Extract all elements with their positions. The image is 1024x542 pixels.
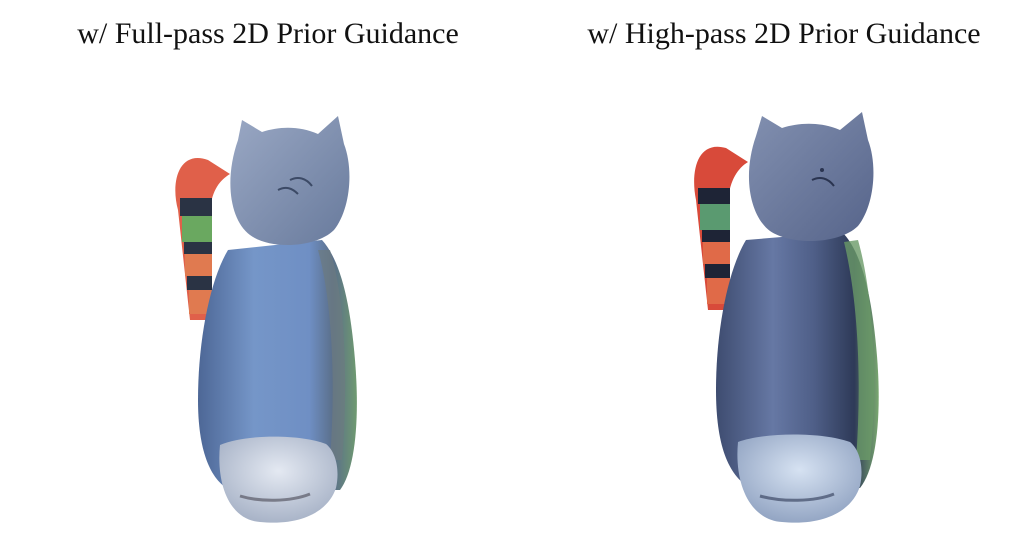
caption-high-pass: w/ High-pass 2D Prior Guidance	[587, 17, 981, 50]
panel-full-pass: w/ Full-pass 2D Prior Guidance	[77, 17, 459, 530]
cat-render-full-pass	[150, 100, 390, 530]
caption-full-pass: w/ Full-pass 2D Prior Guidance	[77, 17, 459, 50]
panel-high-pass: w/ High-pass 2D Prior Guidance	[512, 0, 1024, 542]
cat-figurine-image	[175, 116, 357, 523]
cat-figurine-image	[694, 112, 879, 523]
cat-render-high-pass	[672, 100, 912, 530]
